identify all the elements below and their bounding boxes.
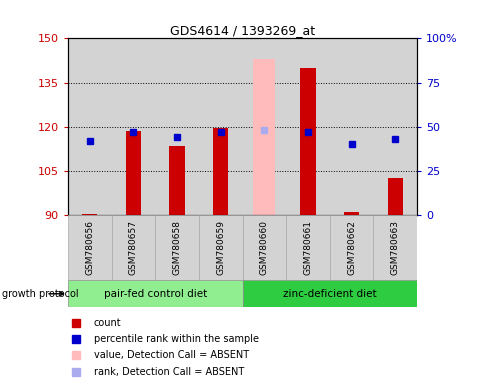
- Bar: [125, 131, 141, 215]
- Text: pair-fed control diet: pair-fed control diet: [104, 289, 206, 299]
- Bar: [253, 59, 275, 215]
- Bar: [242, 280, 416, 307]
- Text: GSM780661: GSM780661: [303, 220, 312, 275]
- Text: rank, Detection Call = ABSENT: rank, Detection Call = ABSENT: [93, 367, 243, 377]
- Text: GSM780658: GSM780658: [172, 220, 181, 275]
- Text: GSM780662: GSM780662: [347, 220, 355, 275]
- Bar: [373, 215, 416, 280]
- Bar: [169, 146, 184, 215]
- Bar: [242, 215, 286, 280]
- Text: GSM780657: GSM780657: [129, 220, 137, 275]
- Text: value, Detection Call = ABSENT: value, Detection Call = ABSENT: [93, 349, 248, 359]
- Bar: [155, 215, 198, 280]
- Text: GSM780659: GSM780659: [216, 220, 225, 275]
- Bar: [198, 215, 242, 280]
- Bar: [68, 215, 111, 280]
- Bar: [286, 215, 329, 280]
- Text: growth protocol: growth protocol: [2, 289, 79, 299]
- Bar: [329, 215, 373, 280]
- Text: count: count: [93, 318, 121, 328]
- Bar: [212, 128, 228, 215]
- Bar: [68, 280, 242, 307]
- Bar: [343, 212, 359, 215]
- Title: GDS4614 / 1393269_at: GDS4614 / 1393269_at: [169, 24, 315, 37]
- Bar: [300, 68, 315, 215]
- Bar: [387, 178, 402, 215]
- Bar: [82, 214, 97, 215]
- Text: GSM780656: GSM780656: [85, 220, 94, 275]
- Text: GSM780660: GSM780660: [259, 220, 268, 275]
- Bar: [111, 215, 155, 280]
- Text: zinc-deficient diet: zinc-deficient diet: [282, 289, 376, 299]
- Text: GSM780663: GSM780663: [390, 220, 399, 275]
- Text: percentile rank within the sample: percentile rank within the sample: [93, 334, 258, 344]
